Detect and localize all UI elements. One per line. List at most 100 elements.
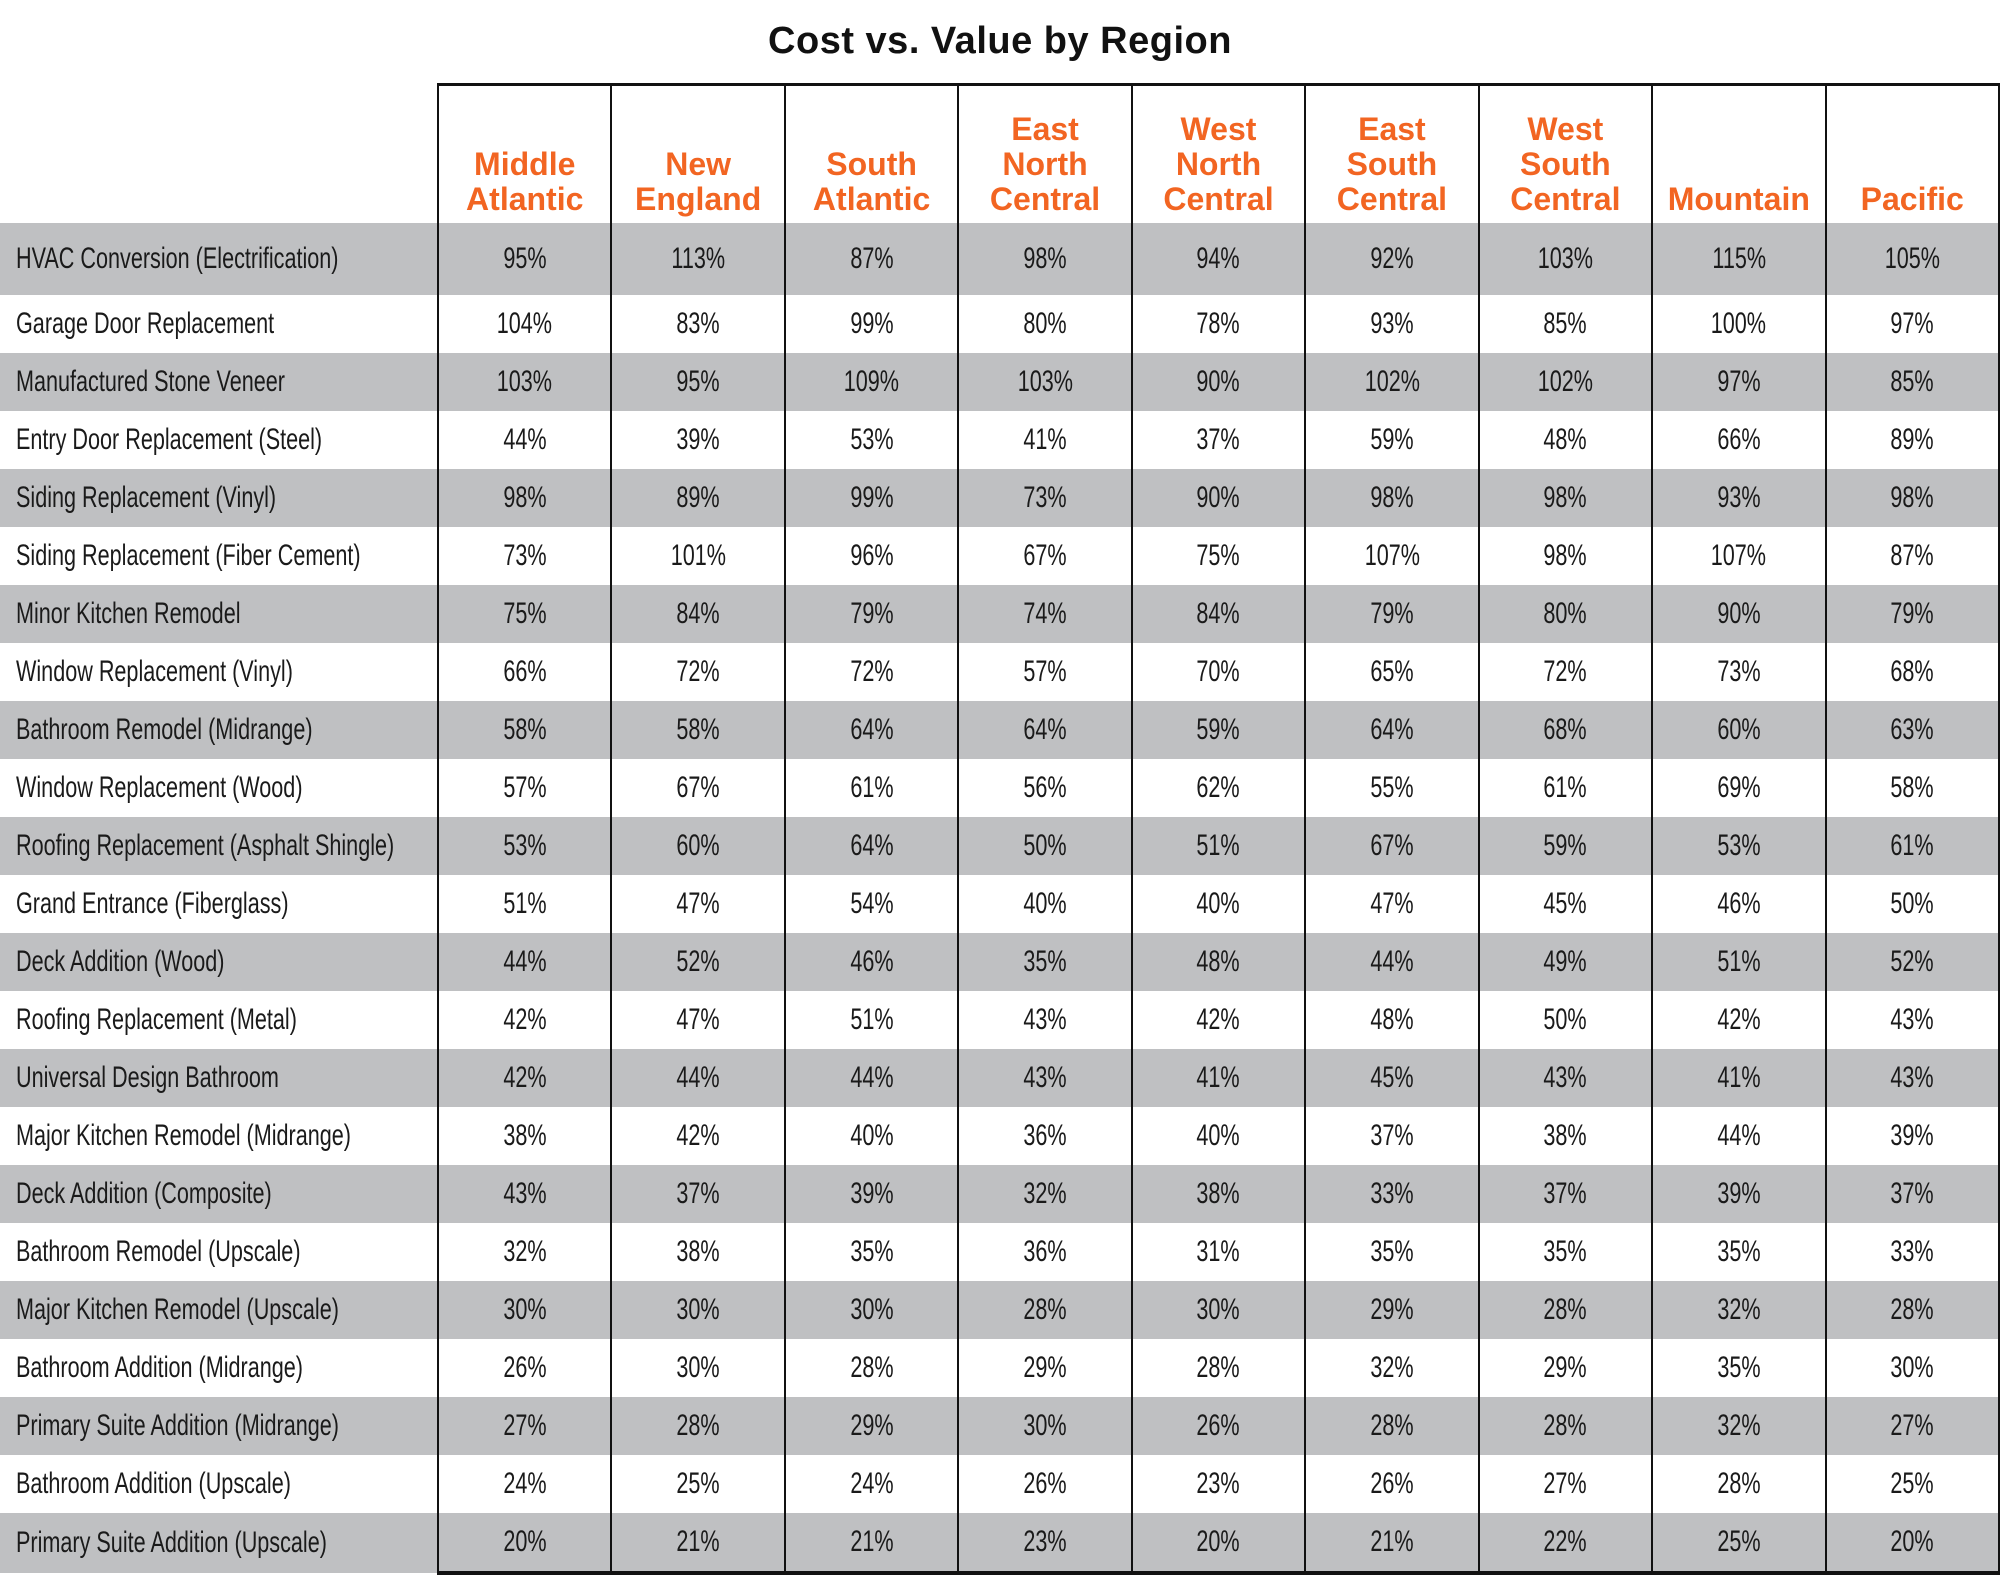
value-cell: 80% bbox=[957, 295, 1132, 353]
value-cell: 25% bbox=[610, 1455, 785, 1513]
cost-recouped-value: 21% bbox=[1370, 1525, 1414, 1558]
region-name-line: New bbox=[665, 146, 732, 182]
value-cell: 37% bbox=[610, 1165, 785, 1223]
cost-recouped-value: 38% bbox=[503, 1119, 547, 1152]
value-cell: 66% bbox=[436, 643, 612, 701]
value-cell: 75% bbox=[436, 585, 612, 643]
project-name: Siding Replacement (Fiber Cement) bbox=[16, 539, 361, 572]
value-cell: 43% bbox=[436, 1165, 612, 1223]
value-cell: 28% bbox=[1477, 1397, 1653, 1455]
value-cell: 93% bbox=[1304, 295, 1479, 353]
value-cell: 42% bbox=[436, 1049, 612, 1107]
cost-recouped-value: 31% bbox=[1196, 1235, 1241, 1268]
value-cell: 92% bbox=[1304, 223, 1479, 295]
cost-recouped-value: 69% bbox=[1717, 771, 1761, 804]
cost-recouped-value: 63% bbox=[1890, 713, 1934, 746]
table-row: Primary Suite Addition (Upscale) 20% 21% 21… bbox=[0, 1513, 2000, 1575]
cost-recouped-value: 75% bbox=[503, 597, 547, 630]
region-name-line: Pacific bbox=[1860, 181, 1964, 217]
cost-recouped-value: 20% bbox=[503, 1525, 547, 1558]
value-cell: 68% bbox=[1477, 701, 1653, 759]
value-cell: 23% bbox=[1130, 1455, 1306, 1513]
value-cell: 20% bbox=[1130, 1513, 1306, 1575]
cost-recouped-value: 47% bbox=[1370, 887, 1414, 920]
region-name-line: Central bbox=[1336, 181, 1448, 217]
value-cell: 95% bbox=[436, 223, 612, 295]
cost-recouped-value: 58% bbox=[503, 713, 547, 746]
value-cell: 51% bbox=[783, 991, 959, 1049]
cost-recouped-value: 42% bbox=[1196, 1003, 1241, 1036]
project-name: Bathroom Addition (Upscale) bbox=[16, 1467, 291, 1500]
value-cell: 43% bbox=[957, 991, 1132, 1049]
region-name-line: Middle bbox=[474, 146, 576, 182]
value-cell: 60% bbox=[610, 817, 785, 875]
value-cell: 24% bbox=[436, 1455, 612, 1513]
value-cell: 28% bbox=[1477, 1281, 1653, 1339]
cost-recouped-value: 28% bbox=[1370, 1409, 1414, 1442]
cost-recouped-value: 73% bbox=[1717, 655, 1761, 688]
cost-recouped-value: 89% bbox=[676, 481, 720, 514]
cost-recouped-value: 42% bbox=[676, 1119, 720, 1152]
value-cell: 100% bbox=[1651, 295, 1826, 353]
table-row: Window Replacement (Vinyl) 66% 72% 72% 57% 70… bbox=[0, 643, 2000, 701]
value-cell: 96% bbox=[783, 527, 959, 585]
cost-recouped-value: 26% bbox=[1196, 1409, 1241, 1442]
column-header-region: South Atlantic bbox=[783, 83, 959, 223]
cost-recouped-value: 105% bbox=[1884, 242, 1940, 275]
project-name: Entry Door Replacement (Steel) bbox=[16, 423, 323, 456]
cost-recouped-value: 36% bbox=[1023, 1119, 1067, 1152]
cost-recouped-value: 37% bbox=[1890, 1177, 1934, 1210]
cost-recouped-value: 46% bbox=[849, 945, 894, 978]
table-row: Major Kitchen Remodel (Midrange) 38% 42% 40… bbox=[0, 1107, 2000, 1165]
cost-recouped-value: 57% bbox=[503, 771, 547, 804]
table-row: Bathroom Remodel (Midrange) 58% 58% 64% 64% 5… bbox=[0, 701, 2000, 759]
page-title: Cost vs. Value by Region bbox=[768, 20, 1232, 62]
project-name-cell: Window Replacement (Wood) bbox=[0, 759, 438, 817]
value-cell: 39% bbox=[1651, 1165, 1826, 1223]
region-name-line: Mountain bbox=[1667, 181, 1810, 217]
table-row: Deck Addition (Wood) 44% 52% 46% 35% 48% 44% 49… bbox=[0, 933, 2000, 991]
cost-recouped-value: 26% bbox=[1023, 1467, 1067, 1500]
cost-recouped-value: 29% bbox=[1543, 1351, 1587, 1384]
cost-recouped-value: 92% bbox=[1370, 242, 1414, 275]
cost-recouped-value: 80% bbox=[1023, 307, 1067, 340]
table-row: Roofing Replacement (Asphalt Shingle) 53%… bbox=[0, 817, 2000, 875]
value-cell: 43% bbox=[1824, 991, 2000, 1049]
cost-recouped-value: 28% bbox=[1543, 1293, 1587, 1326]
cost-recouped-value: 52% bbox=[676, 945, 720, 978]
value-cell: 84% bbox=[1130, 585, 1306, 643]
cost-recouped-value: 75% bbox=[1196, 539, 1241, 572]
project-name-cell: Siding Replacement (Fiber Cement) bbox=[0, 527, 438, 585]
project-name-cell: Roofing Replacement (Metal) bbox=[0, 991, 438, 1049]
cost-recouped-value: 102% bbox=[1537, 365, 1593, 398]
cost-recouped-value: 53% bbox=[503, 829, 547, 862]
project-name: Siding Replacement (Vinyl) bbox=[16, 481, 277, 514]
value-cell: 26% bbox=[1304, 1455, 1479, 1513]
cost-recouped-value: 51% bbox=[849, 1003, 894, 1036]
value-cell: 44% bbox=[1304, 933, 1479, 991]
project-name: Deck Addition (Composite) bbox=[16, 1177, 272, 1210]
cost-recouped-value: 67% bbox=[1023, 539, 1067, 572]
value-cell: 98% bbox=[1824, 469, 2000, 527]
cost-recouped-value: 42% bbox=[503, 1061, 547, 1094]
value-cell: 20% bbox=[436, 1513, 612, 1575]
cost-recouped-value: 59% bbox=[1543, 829, 1587, 862]
value-cell: 97% bbox=[1651, 353, 1826, 411]
project-name: Deck Addition (Wood) bbox=[16, 945, 225, 978]
column-header-region: Pacific bbox=[1824, 83, 2000, 223]
value-cell: 59% bbox=[1130, 701, 1306, 759]
value-cell: 80% bbox=[1477, 585, 1653, 643]
table-row: Grand Entrance (Fiberglass) 51% 47% 54% 40% 4… bbox=[0, 875, 2000, 933]
value-cell: 105% bbox=[1824, 223, 2000, 295]
cost-recouped-value: 32% bbox=[1023, 1177, 1067, 1210]
cost-recouped-value: 66% bbox=[503, 655, 547, 688]
cost-recouped-value: 101% bbox=[670, 539, 726, 572]
value-cell: 84% bbox=[610, 585, 785, 643]
cost-recouped-value: 28% bbox=[1196, 1351, 1241, 1384]
value-cell: 98% bbox=[1477, 527, 1653, 585]
value-cell: 25% bbox=[1651, 1513, 1826, 1575]
value-cell: 75% bbox=[1130, 527, 1306, 585]
value-cell: 31% bbox=[1130, 1223, 1306, 1281]
cost-recouped-value: 54% bbox=[849, 887, 894, 920]
region-name-line: East bbox=[1358, 111, 1426, 147]
